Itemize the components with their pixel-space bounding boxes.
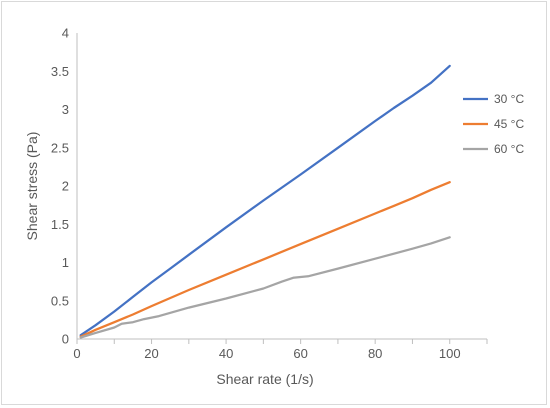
series-line-1 (79, 64, 451, 337)
y-tick-label: 1 (62, 255, 69, 270)
x-ticks: 0 20 40 60 80 100 (73, 339, 488, 361)
y-tick-label: 4 (62, 26, 69, 41)
axes (76, 33, 487, 340)
series-line-2 (79, 181, 451, 338)
y-tick-label: 2.5 (51, 140, 69, 155)
legend: 30 °C 45 °C 60 °C (463, 92, 524, 156)
series-line-3 (79, 236, 451, 339)
legend-label-2: 45 °C (494, 117, 524, 131)
x-tick-label: 0 (73, 346, 80, 361)
x-tick-label: 40 (219, 346, 233, 361)
y-tick-label: 0.5 (51, 293, 69, 308)
x-axis-title: Shear rate (1/s) (216, 371, 313, 387)
x-tick-label: 100 (439, 346, 461, 361)
legend-label-3: 60 °C (494, 142, 524, 156)
y-ticks: 0 0.5 1 1.5 2 2.5 3 3.5 4 (51, 26, 69, 347)
x-tick-label: 80 (368, 346, 382, 361)
x-tick-label: 20 (144, 346, 158, 361)
y-tick-label: 3.5 (51, 64, 69, 79)
legend-label-1: 30 °C (494, 92, 524, 106)
y-tick-label: 0 (62, 332, 69, 347)
y-tick-label: 2 (62, 179, 69, 194)
y-tick-label: 3 (62, 102, 69, 117)
x-tick-label: 60 (293, 346, 307, 361)
y-axis-title: Shear stress (Pa) (24, 132, 40, 241)
y-tick-label: 1.5 (51, 217, 69, 232)
series-lines (79, 64, 451, 339)
